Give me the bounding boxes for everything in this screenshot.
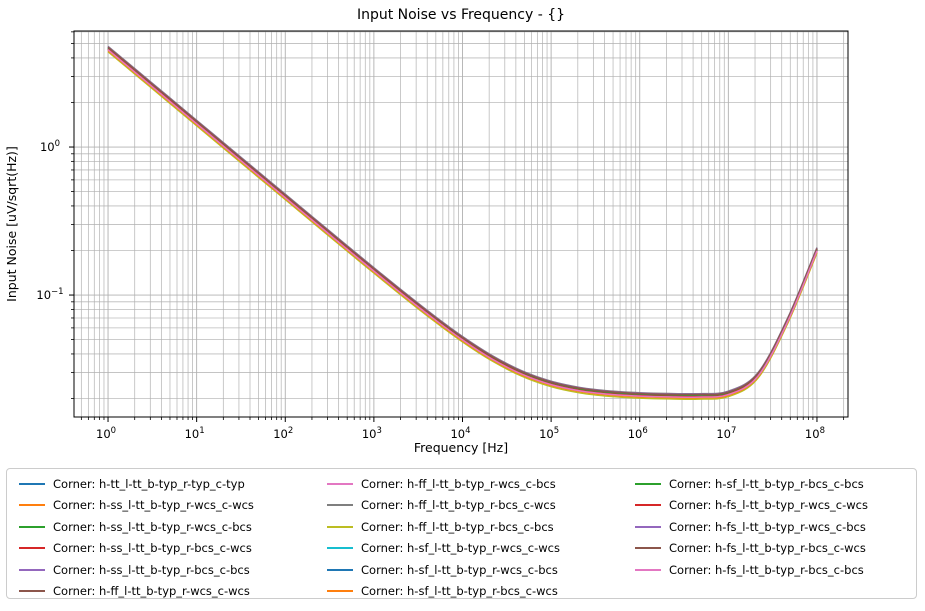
legend-item-label: Corner: h-tt_l-tt_b-typ_r-typ_c-typ [53, 476, 245, 491]
legend-line-swatch [327, 590, 353, 593]
noise-vs-frequency-chart: 100 101 102 103 104 105 106 107 108 100 10−1 Frequ… [4, 30, 849, 455]
svg-text:105: 105 [539, 426, 559, 441]
noise-curves [107, 45, 818, 400]
legend-column-2: Corner: h-ff_l-tt_b-typ_r-wcs_c-bcs Corne… [327, 473, 560, 602]
legend-item: Corner: h-ff_l-tt_b-typ_r-wcs_c-wcs [19, 581, 254, 603]
legend-item-label: Corner: h-sf_l-tt_b-typ_r-wcs_c-wcs [361, 541, 560, 556]
y-axis-label: Input Noise [uV/sqrt(Hz)] [4, 146, 19, 302]
legend-item-label: Corner: h-fs_l-tt_b-typ_r-bcs_c-wcs [669, 541, 866, 556]
chart-title: Input Noise vs Frequency - {} [356, 7, 566, 23]
legend-item-label: Corner: h-ss_l-tt_b-typ_r-bcs_c-bcs [53, 562, 250, 577]
legend-line-swatch [327, 482, 353, 485]
legend-item-label: Corner: h-fs_l-tt_b-typ_r-wcs_c-bcs [669, 519, 866, 534]
svg-text:104: 104 [450, 426, 470, 441]
legend-line-swatch [635, 482, 661, 485]
legend-line-swatch [327, 568, 353, 571]
svg-text:101: 101 [185, 426, 205, 441]
legend-line-swatch [635, 547, 661, 550]
legend-item-label: Corner: h-ss_l-tt_b-typ_r-bcs_c-wcs [53, 541, 252, 556]
legend-item-label: Corner: h-ff_l-tt_b-typ_r-bcs_c-bcs [361, 519, 554, 534]
legend-item: Corner: h-fs_l-tt_b-typ_r-wcs_c-bcs [635, 516, 868, 538]
legend-line-swatch [19, 504, 45, 507]
legend-item: Corner: h-fs_l-tt_b-typ_r-bcs_c-wcs [635, 538, 868, 560]
svg-text:100: 100 [96, 426, 116, 441]
svg-text:103: 103 [362, 426, 382, 441]
legend-item: Corner: h-sf_l-tt_b-typ_r-wcs_c-wcs [327, 538, 560, 560]
svg-text:108: 108 [805, 426, 825, 441]
legend-item-label: Corner: h-fs_l-tt_b-typ_r-wcs_c-wcs [669, 498, 868, 513]
legend-column-1: Corner: h-tt_l-tt_b-typ_r-typ_c-typ Corne… [19, 473, 254, 602]
axis-ticks [69, 31, 845, 422]
legend-line-swatch [635, 525, 661, 528]
legend-item-label: Corner: h-sf_l-tt_b-typ_r-bcs_c-wcs [361, 584, 558, 599]
legend-item-label: Corner: h-sf_l-tt_b-typ_r-wcs_c-bcs [361, 562, 558, 577]
legend-item: Corner: h-ss_l-tt_b-typ_r-bcs_c-bcs [19, 559, 254, 581]
legend-item-label: Corner: h-ss_l-tt_b-typ_r-wcs_c-wcs [53, 498, 254, 513]
legend-item-label: Corner: h-ff_l-tt_b-typ_r-wcs_c-wcs [53, 584, 250, 599]
legend-item: Corner: h-ss_l-tt_b-typ_r-wcs_c-bcs [19, 516, 254, 538]
legend-item-label: Corner: h-ff_l-tt_b-typ_r-wcs_c-bcs [361, 476, 556, 491]
legend-line-swatch [327, 547, 353, 550]
legend-item-label: Corner: h-ss_l-tt_b-typ_r-wcs_c-bcs [53, 519, 252, 534]
legend-line-swatch [635, 568, 661, 571]
legend-item: Corner: h-ss_l-tt_b-typ_r-wcs_c-wcs [19, 495, 254, 517]
legend-item: Corner: h-ss_l-tt_b-typ_r-bcs_c-wcs [19, 538, 254, 560]
legend-line-swatch [19, 547, 45, 550]
legend: Corner: h-tt_l-tt_b-typ_r-typ_c-typ Corne… [6, 468, 917, 599]
legend-line-swatch [19, 590, 45, 593]
legend-line-swatch [327, 525, 353, 528]
noise-curve-8 [107, 51, 818, 400]
legend-line-swatch [19, 482, 45, 485]
svg-text:10−1: 10−1 [36, 287, 63, 302]
legend-item-label: Corner: h-sf_l-tt_b-typ_r-bcs_c-bcs [669, 476, 864, 491]
x-axis-label: Frequency [Hz] [414, 440, 508, 455]
legend-line-swatch [635, 504, 661, 507]
svg-text:100: 100 [40, 139, 60, 154]
legend-item: Corner: h-fs_l-tt_b-typ_r-bcs_c-bcs [635, 559, 868, 581]
legend-item: Corner: h-ff_l-tt_b-typ_r-bcs_c-wcs [327, 495, 560, 517]
legend-item: Corner: h-fs_l-tt_b-typ_r-wcs_c-wcs [635, 495, 868, 517]
legend-item: Corner: h-sf_l-tt_b-typ_r-bcs_c-bcs [635, 473, 868, 495]
legend-item: Corner: h-sf_l-tt_b-typ_r-wcs_c-bcs [327, 559, 560, 581]
grid-lines [74, 31, 848, 417]
plot-border [73, 30, 849, 418]
noise-curve-15 [107, 46, 818, 396]
svg-text:106: 106 [628, 426, 648, 441]
legend-line-swatch [19, 568, 45, 571]
legend-line-swatch [327, 504, 353, 507]
legend-item: Corner: h-sf_l-tt_b-typ_r-bcs_c-wcs [327, 581, 560, 603]
legend-column-3: Corner: h-sf_l-tt_b-typ_r-bcs_c-bcs Corne… [635, 473, 868, 581]
legend-item: Corner: h-ff_l-tt_b-typ_r-wcs_c-bcs [327, 473, 560, 495]
legend-line-swatch [19, 525, 45, 528]
legend-item-label: Corner: h-ff_l-tt_b-typ_r-bcs_c-wcs [361, 498, 556, 513]
legend-item: Corner: h-ff_l-tt_b-typ_r-bcs_c-bcs [327, 516, 560, 538]
legend-item-label: Corner: h-fs_l-tt_b-typ_r-bcs_c-bcs [669, 562, 864, 577]
svg-text:107: 107 [716, 426, 736, 441]
noise-curve-16 [107, 49, 818, 399]
legend-item: Corner: h-tt_l-tt_b-typ_r-typ_c-typ [19, 473, 254, 495]
svg-text:102: 102 [273, 426, 293, 441]
